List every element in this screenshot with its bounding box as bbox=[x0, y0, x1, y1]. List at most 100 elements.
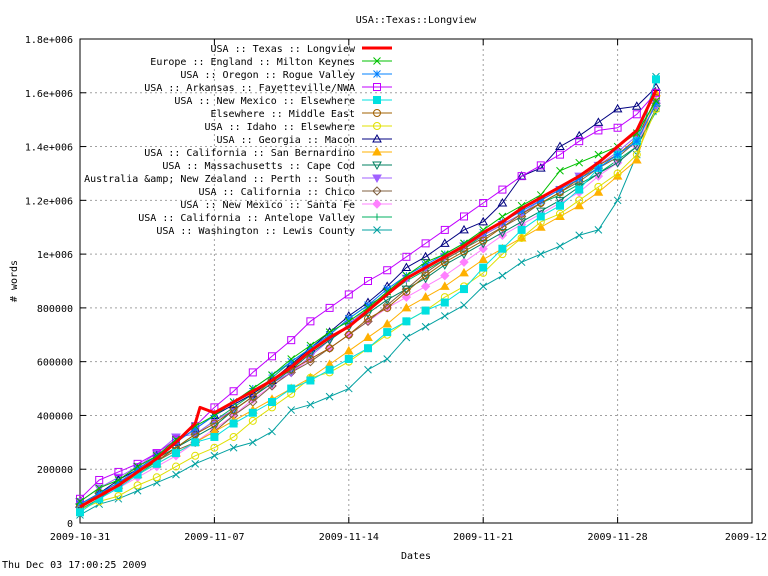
data-point bbox=[536, 212, 545, 221]
data-point bbox=[440, 258, 449, 267]
data-point bbox=[306, 317, 315, 326]
data-point bbox=[383, 285, 392, 293]
data-point bbox=[402, 317, 411, 326]
data-point bbox=[306, 344, 315, 353]
data-point bbox=[191, 425, 200, 433]
data-point bbox=[612, 159, 623, 168]
legend-label: USA :: California :: San Bernardino bbox=[144, 148, 355, 159]
data-point bbox=[382, 296, 393, 305]
legend-label: USA :: Oregon :: Rogue Valley bbox=[180, 70, 355, 81]
data-point bbox=[210, 432, 219, 441]
data-point bbox=[76, 508, 84, 517]
data-point bbox=[440, 270, 450, 281]
data-point bbox=[575, 185, 584, 194]
data-point bbox=[517, 207, 526, 215]
data-point bbox=[478, 244, 488, 254]
data-point bbox=[287, 357, 296, 366]
data-point bbox=[479, 199, 488, 208]
data-point bbox=[364, 344, 372, 353]
data-point bbox=[632, 110, 641, 119]
data-point bbox=[306, 400, 315, 409]
data-point bbox=[229, 406, 238, 415]
legend-entry: USA :: Massachusetts :: Cape Cod bbox=[162, 161, 392, 172]
legend-entry: Australia &amp; New Zealand :: Perth :: … bbox=[84, 174, 392, 185]
data-point bbox=[372, 199, 382, 209]
data-point bbox=[268, 427, 276, 436]
data-point bbox=[344, 330, 353, 339]
data-point bbox=[95, 489, 104, 498]
y-tick-label: 1.6e+006 bbox=[25, 89, 73, 100]
data-point bbox=[191, 459, 200, 468]
data-point bbox=[459, 224, 469, 234]
data-point bbox=[372, 146, 382, 156]
data-point bbox=[268, 352, 276, 361]
data-point bbox=[191, 451, 200, 460]
data-point bbox=[420, 268, 431, 278]
data-point bbox=[344, 354, 353, 363]
data-point bbox=[459, 267, 469, 277]
y-tick-label: 1e+006 bbox=[37, 250, 73, 261]
legend-label: Europe :: England :: Milton Keynes bbox=[150, 57, 355, 68]
data-point bbox=[421, 322, 430, 331]
data-point bbox=[517, 225, 526, 234]
data-point bbox=[229, 443, 238, 452]
data-point bbox=[575, 174, 584, 183]
x-axis-label: Dates bbox=[401, 551, 431, 562]
data-point bbox=[306, 376, 315, 385]
data-point bbox=[479, 282, 488, 291]
data-point bbox=[556, 185, 564, 194]
data-point bbox=[152, 473, 161, 482]
x-tick-label: 2009-11-07 bbox=[184, 532, 244, 543]
data-point bbox=[460, 301, 468, 310]
legend-label: USA :: Georgia :: Macon bbox=[217, 135, 355, 146]
data-point bbox=[652, 75, 660, 84]
data-point bbox=[555, 196, 565, 206]
data-point bbox=[612, 103, 623, 113]
data-point bbox=[373, 226, 381, 234]
data-point bbox=[575, 231, 584, 240]
data-point bbox=[575, 158, 584, 167]
data-point bbox=[76, 497, 84, 506]
data-point bbox=[613, 150, 622, 159]
y-tick-label: 800000 bbox=[37, 304, 73, 315]
data-point bbox=[478, 254, 489, 263]
data-point bbox=[364, 301, 372, 310]
data-point bbox=[287, 384, 296, 393]
data-point bbox=[172, 462, 180, 471]
data-point bbox=[372, 161, 382, 171]
generated-timestamp: Thu Dec 03 17:00:25 2009 bbox=[2, 560, 147, 571]
data-point bbox=[248, 416, 257, 425]
data-point bbox=[594, 150, 603, 159]
data-point bbox=[373, 122, 381, 130]
data-point bbox=[555, 211, 565, 220]
data-point bbox=[373, 213, 381, 221]
data-point bbox=[421, 271, 430, 280]
data-point bbox=[517, 233, 526, 242]
data-point bbox=[364, 314, 372, 323]
data-point bbox=[172, 449, 180, 458]
legend-entry: USA :: California :: San Bernardino bbox=[144, 146, 392, 159]
data-point bbox=[344, 314, 353, 323]
data-point bbox=[555, 141, 565, 151]
data-point bbox=[594, 164, 603, 172]
data-point bbox=[95, 484, 104, 492]
data-point bbox=[574, 130, 585, 140]
y-axis: 0 200000 400000 600000 800000 1e+006 1.2e+006 1… bbox=[25, 35, 752, 530]
legend-label: USA :: California :: Antelope Valley bbox=[138, 213, 355, 224]
data-point bbox=[575, 137, 584, 146]
data-point bbox=[325, 330, 334, 339]
data-point bbox=[497, 198, 508, 207]
chart-title: USA::Texas::Longview bbox=[356, 15, 477, 26]
data-point bbox=[613, 123, 622, 132]
data-point bbox=[382, 319, 393, 328]
legend-label: USA :: Washington :: Lewis County bbox=[156, 226, 355, 237]
legend-label: Elsewhere :: Middle East bbox=[211, 109, 356, 120]
data-point bbox=[517, 258, 526, 267]
data-point bbox=[652, 88, 660, 97]
data-point bbox=[133, 481, 142, 490]
data-point bbox=[556, 242, 564, 250]
legend-entry: USA :: California :: Chico bbox=[198, 186, 392, 198]
data-point bbox=[229, 419, 238, 428]
data-point bbox=[593, 117, 604, 126]
